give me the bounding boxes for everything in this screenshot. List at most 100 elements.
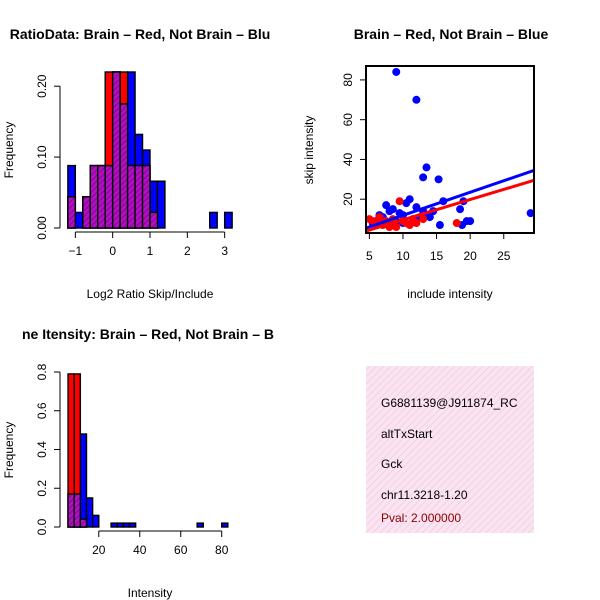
ratio-histogram: RatioData: Brain – Red, Not Brain – Blu … bbox=[2, 26, 270, 301]
scatter-xlabel: include intensity bbox=[407, 287, 492, 301]
scatter-point-notbrain bbox=[419, 173, 428, 182]
hist-bar-overlap bbox=[126, 164, 136, 229]
hist-bar-overlap bbox=[67, 493, 75, 528]
x-tick-label: 40 bbox=[133, 543, 147, 557]
intensity-histogram-axes: 0.0 0.2 0.4 0.6 0.8 20 40 60 80 bbox=[35, 363, 229, 557]
hist-bar-notbrain bbox=[223, 211, 233, 229]
y-tick-label: 20 bbox=[341, 192, 355, 206]
scatter-point-notbrain bbox=[412, 95, 421, 104]
y-tick-label: 0.00 bbox=[35, 216, 49, 240]
scatter-point-notbrain bbox=[392, 67, 401, 76]
y-tick-label: 0.20 bbox=[35, 74, 49, 98]
hist-bar-notbrain bbox=[128, 522, 137, 528]
intensity-histogram-ylabel: Frequency bbox=[2, 422, 16, 479]
y-tick-label: 0.10 bbox=[35, 145, 49, 169]
x-tick-label: 0 bbox=[109, 244, 116, 258]
hist-bar-notbrain bbox=[122, 522, 131, 528]
info-panel-background bbox=[366, 366, 534, 533]
hist-bar-overlap bbox=[149, 211, 159, 229]
ratio-histogram-xlabel: Log2 Ratio Skip/Include bbox=[87, 287, 214, 301]
y-tick-label: 80 bbox=[341, 73, 355, 87]
ratio-histogram-ylabel: Frequency bbox=[2, 122, 16, 179]
scatter-point-notbrain bbox=[434, 175, 443, 184]
scatter-points bbox=[366, 67, 534, 233]
x-tick-label: 10 bbox=[396, 249, 410, 263]
info-line-event: altTxStart bbox=[381, 427, 433, 441]
scatter-point-notbrain bbox=[425, 213, 434, 222]
y-tick-label: 0.8 bbox=[35, 363, 49, 380]
hist-bar-overlap bbox=[67, 196, 77, 229]
y-tick-label: 0.2 bbox=[35, 480, 49, 497]
hist-bar-overlap bbox=[119, 103, 129, 229]
hist-bar-notbrain bbox=[221, 522, 229, 528]
intensity-histogram: ne Itensity: Brain – Red, Not Brain – B … bbox=[2, 326, 274, 600]
x-tick-label: 25 bbox=[497, 249, 511, 263]
scatter-point-notbrain bbox=[388, 205, 397, 214]
info-panel: G6881139@J911874_RC altTxStart Gck chr11… bbox=[366, 366, 534, 533]
hist-bar-overlap bbox=[104, 164, 114, 229]
x-tick-label: 5 bbox=[366, 249, 373, 263]
x-tick-label: 20 bbox=[92, 543, 106, 557]
hist-bar-overlap bbox=[97, 164, 106, 229]
scatter-point-brain bbox=[452, 219, 461, 228]
ratio-histogram-bars bbox=[67, 71, 233, 229]
hist-bar-overlap bbox=[73, 493, 82, 528]
scatter-point-notbrain bbox=[456, 205, 465, 214]
hist-bar-overlap bbox=[79, 518, 88, 528]
info-pval: Pval: 2.000000 bbox=[381, 511, 461, 525]
scatter-point-notbrain bbox=[422, 163, 431, 172]
hist-bar-overlap bbox=[89, 164, 99, 229]
hist-bar-overlap bbox=[111, 71, 121, 229]
hist-bar-overlap bbox=[141, 164, 151, 229]
hist-bar-notbrain bbox=[110, 522, 118, 528]
hist-bar-notbrain bbox=[209, 211, 218, 229]
scatter-point-brain bbox=[395, 197, 404, 206]
scatter-point-notbrain bbox=[382, 201, 391, 210]
x-tick-label: 2 bbox=[184, 244, 191, 258]
scatter-point-brain bbox=[409, 217, 418, 226]
hist-bar-notbrain bbox=[116, 522, 125, 528]
x-tick-label: 15 bbox=[430, 249, 444, 263]
fit-line-notbrain bbox=[366, 168, 534, 230]
intensity-histogram-title: ne Itensity: Brain – Red, Not Brain – B bbox=[22, 326, 274, 342]
y-tick-label: 0.6 bbox=[35, 402, 49, 419]
scatter-point-brain bbox=[392, 223, 401, 232]
scatter-title: Brain – Red, Not Brain – Blue bbox=[354, 26, 549, 42]
x-tick-label: 1 bbox=[147, 244, 154, 258]
intensity-histogram-xlabel: Intensity bbox=[128, 586, 173, 600]
hist-bar-notbrain bbox=[74, 211, 84, 229]
hist-bar-notbrain bbox=[91, 514, 100, 528]
scatter-point-notbrain bbox=[466, 217, 475, 226]
info-line-id: G6881139@J911874_RC bbox=[381, 396, 518, 410]
scatter-point-notbrain bbox=[435, 221, 444, 230]
y-tick-label: 60 bbox=[341, 113, 355, 127]
y-tick-label: 0.4 bbox=[35, 441, 49, 458]
scatter-point-notbrain bbox=[402, 199, 411, 208]
scatter-frame bbox=[365, 65, 535, 234]
info-line-location: chr11.3218-1.20 bbox=[381, 488, 468, 502]
hist-bar-overlap bbox=[82, 196, 91, 229]
x-tick-label: −1 bbox=[68, 244, 82, 258]
hist-bar-notbrain bbox=[85, 497, 94, 528]
scatter-axes: 5 10 15 20 25 20 40 60 80 bbox=[341, 65, 535, 263]
scatter-point-brain bbox=[419, 215, 428, 224]
intensity-scatter: Brain – Red, Not Brain – Blue skip inten… bbox=[302, 26, 548, 301]
ratio-histogram-title: RatioData: Brain – Red, Not Brain – Blu bbox=[10, 26, 271, 42]
hist-bar-notbrain bbox=[156, 180, 166, 229]
x-tick-label: 60 bbox=[174, 543, 188, 557]
x-tick-label: 3 bbox=[221, 244, 228, 258]
x-tick-label: 20 bbox=[463, 249, 477, 263]
y-tick-label: 40 bbox=[341, 152, 355, 166]
hist-bar-notbrain bbox=[79, 433, 88, 528]
ratio-histogram-axes: 0.00 0.10 0.20 −1 0 1 2 3 bbox=[35, 74, 228, 258]
scatter-point-brain bbox=[375, 213, 384, 222]
hist-bar-notbrain bbox=[196, 522, 204, 528]
info-line-gene: Gck bbox=[381, 457, 403, 471]
hist-bar-overlap bbox=[134, 164, 144, 229]
scatter-plot-area bbox=[366, 67, 534, 233]
scatter-ylabel: skip intensity bbox=[302, 116, 316, 185]
x-tick-label: 80 bbox=[215, 543, 229, 557]
intensity-histogram-bars bbox=[67, 373, 229, 528]
scatter-point-notbrain bbox=[526, 209, 534, 218]
